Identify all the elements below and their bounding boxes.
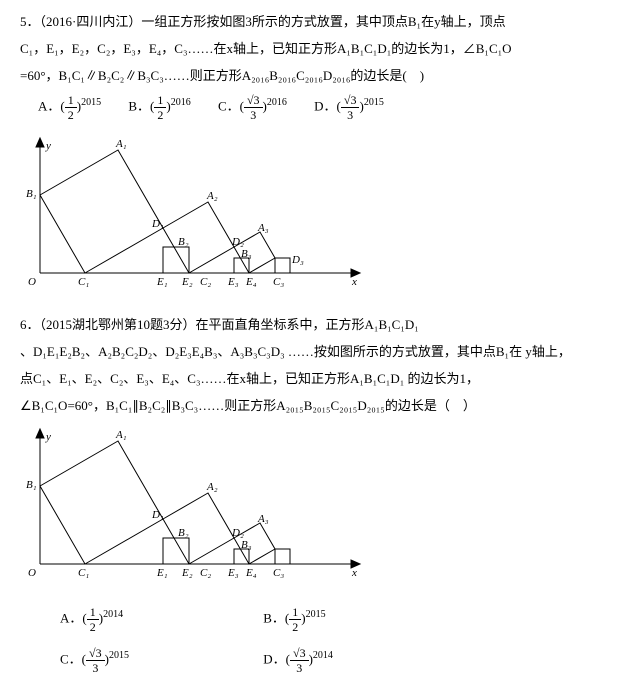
- svg-text:C₁: C₁: [78, 276, 89, 288]
- q5-options: A．(12)2015 B．(12)2016 C．(√33)2016 D．(√33…: [38, 94, 620, 121]
- q5-optC[interactable]: C．(√33)2016: [218, 94, 287, 121]
- svg-text:B₂: B₂: [178, 236, 189, 248]
- svg-text:A₂: A₂: [206, 481, 218, 493]
- svg-text:E₄: E₄: [245, 276, 257, 288]
- q6-optC[interactable]: C．(√33)2015: [60, 647, 260, 674]
- q5-svg: y x O A₁ B₁ C₁ D₁ A₂ B₂ C₂ D₂ A₃ B₃ C₃ D…: [20, 133, 370, 288]
- svg-text:A₁: A₁: [115, 429, 127, 441]
- q6-optA[interactable]: A．(12)2014: [60, 606, 260, 633]
- q5-text: 5．（2016·四川内江）一组正方形按如图3所示的方式放置，其中顶点B₁在y轴上…: [20, 12, 620, 33]
- q6-source: （2015湖北鄂州第10题3分）: [40, 317, 196, 332]
- svg-text:B₁: B₁: [26, 479, 37, 491]
- svg-text:A₁: A₁: [115, 138, 127, 150]
- svg-text:C₂: C₂: [200, 276, 211, 288]
- svg-text:E₃: E₃: [227, 567, 239, 579]
- svg-text:A₃: A₃: [257, 513, 269, 525]
- q5-figure: y x O A₁ B₁ C₁ D₁ A₂ B₂ C₂ D₂ A₃ B₃ C₃ D…: [20, 133, 620, 295]
- svg-text:C₂: C₂: [200, 567, 211, 579]
- svg-text:O: O: [28, 276, 36, 288]
- q6-svg: y x O A₁ B₁ C₁ D₁ A₂ B₂ C₂ D₂ A₃ B₃ C₃ E…: [20, 424, 370, 579]
- q6-figure: y x O A₁ B₁ C₁ D₁ A₂ B₂ C₂ D₂ A₃ B₃ C₃ E…: [20, 424, 620, 586]
- q5-line3: =60°，B₁C₁∥B₂C₂∥B₃C₃……则正方形A₂₀₁₆B₂₀₁₆C₂₀₁₆…: [20, 66, 620, 87]
- q6-line2: 、D₁E₁E₂B₂、A₂B₂C₂D₂、D₂E₃E₄B₃、A₃B₃C₃D₃ ……按…: [20, 342, 620, 363]
- svg-text:E₃: E₃: [227, 276, 239, 288]
- svg-text:B₃: B₃: [241, 539, 252, 551]
- q5-number: 5．: [20, 14, 40, 29]
- svg-text:x: x: [351, 276, 357, 288]
- q6-options: A．(12)2014 B．(12)2015 C．(√33)2015 D．(√33…: [60, 606, 620, 688]
- svg-text:E₁: E₁: [156, 567, 168, 579]
- svg-text:B₁: B₁: [26, 188, 37, 200]
- svg-text:A₂: A₂: [206, 190, 218, 202]
- svg-text:C₃: C₃: [273, 276, 284, 288]
- svg-text:B₂: B₂: [178, 527, 189, 539]
- q5-source: （2016·四川内江）: [40, 14, 142, 29]
- svg-text:B₃: B₃: [241, 248, 252, 260]
- q6-optD[interactable]: D．(√33)2014: [263, 647, 463, 674]
- svg-text:C₁: C₁: [78, 567, 89, 579]
- q6-line1: 在平面直角坐标系中，正方形A₁B₁C₁D₁: [196, 317, 419, 332]
- q5-line2: C₁，E₁，E₂，C₂，E₃，E₄，C₃……在x轴上，已知正方形A₁B₁C₁D₁…: [20, 39, 620, 60]
- svg-text:E₂: E₂: [181, 276, 193, 288]
- q5-optB[interactable]: B．(12)2016: [128, 94, 190, 121]
- q6-line3: 点C₁、E₁、E₂、C₂、E₃、E₄、C₃……在x轴上，已知正方形A₁B₁C₁D…: [20, 369, 620, 390]
- svg-text:E₄: E₄: [245, 567, 257, 579]
- q6-line4: ∠B₁C₁O=60°，B₁C₁∥B₂C₂∥B₃C₃……则正方形A₂₀₁₅B₂₀₁…: [20, 396, 620, 417]
- svg-text:D₃: D₃: [291, 254, 304, 266]
- q6-optB[interactable]: B．(12)2015: [263, 606, 463, 633]
- q5-optA[interactable]: A．(12)2015: [38, 94, 101, 121]
- svg-text:D₂: D₂: [231, 236, 244, 248]
- svg-text:A₃: A₃: [257, 222, 269, 234]
- svg-text:O: O: [28, 567, 36, 579]
- svg-text:C₃: C₃: [273, 567, 284, 579]
- svg-text:y: y: [45, 140, 51, 152]
- svg-text:y: y: [45, 431, 51, 443]
- svg-text:E₂: E₂: [181, 567, 193, 579]
- svg-text:E₁: E₁: [156, 276, 168, 288]
- svg-text:x: x: [351, 567, 357, 579]
- q6-number: 6．: [20, 317, 40, 332]
- q5-line1: 一组正方形按如图3所示的方式放置，其中顶点B₁在y轴上，顶点: [141, 14, 505, 29]
- q5-optD[interactable]: D．(√33)2015: [314, 94, 384, 121]
- q6-text: 6．（2015湖北鄂州第10题3分）在平面直角坐标系中，正方形A₁B₁C₁D₁: [20, 315, 620, 336]
- svg-text:D₁: D₁: [151, 218, 164, 230]
- svg-text:D₁: D₁: [151, 509, 164, 521]
- svg-text:D₂: D₂: [231, 527, 244, 539]
